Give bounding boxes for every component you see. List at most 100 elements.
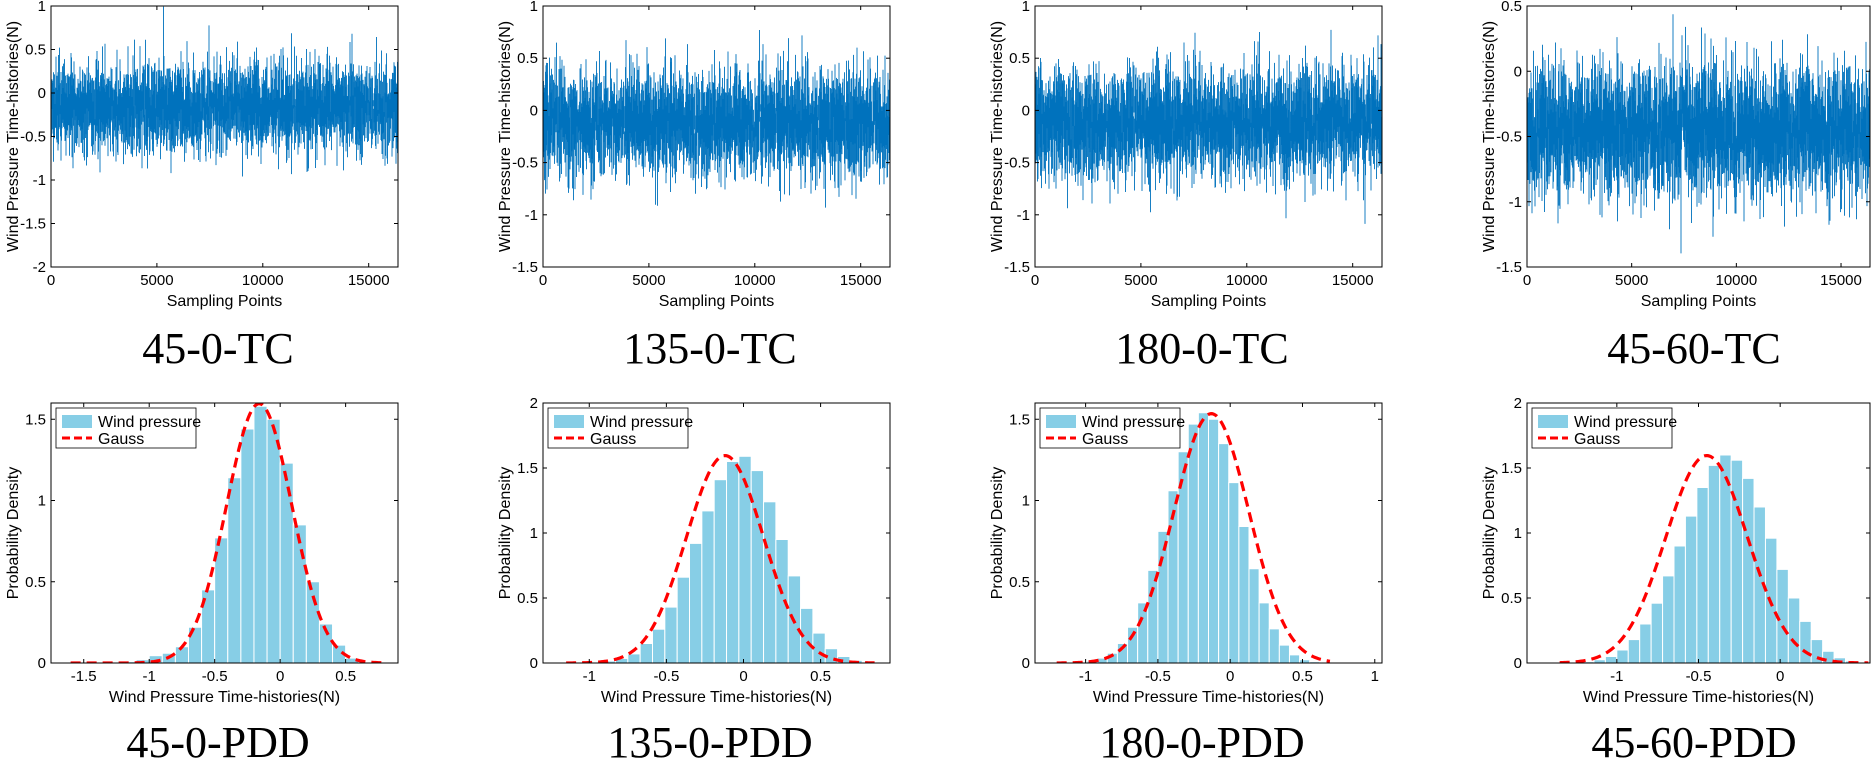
x-axis-label: Wind Pressure Time-histories(N) [601,689,832,706]
x-tick-label: 0 [1776,668,1784,685]
x-tick-label: -1 [143,668,156,685]
histogram-bar [1684,515,1698,663]
legend-label-gauss: Gauss [98,431,144,448]
histogram-bar [1187,423,1199,663]
histogram-bar [1238,526,1250,663]
y-tick-label: 0.5 [1009,50,1030,67]
panel-caption: 45-0-PDD [126,718,309,762]
x-tick-label: 0 [1031,272,1039,289]
histogram-bar [1639,623,1652,663]
x-tick-label: 0.5 [335,668,356,685]
y-tick-label: 1.5 [1501,460,1522,477]
histogram-bar [1147,569,1159,663]
y-tick-label: 1 [1022,0,1030,15]
axes-frame [542,5,891,268]
x-tick-label: 10000 [1715,272,1757,289]
y-tick-label: -0.5 [512,155,538,172]
histogram-bar [227,477,242,663]
histogram-bar [763,501,777,663]
axes-frame [1034,402,1383,664]
y-tick-label: 0.5 [517,50,538,67]
legend-label-wind-pressure: Wind pressure [1574,414,1677,431]
histogram-bar [1662,575,1675,663]
y-tick-label: -1.5 [1004,259,1030,276]
histogram-bar [240,428,255,663]
histogram-bar [1730,459,1744,663]
panel-caption: 180-0-TC [1115,324,1289,373]
x-tick-label: -1.5 [71,668,97,685]
y-tick-label: 1.5 [517,460,538,477]
x-tick-label: 0 [1523,272,1531,289]
time-history-series [51,6,398,177]
panel-tc1: 0 5000 10000 15000 -2 -1.5 -1 -0.5 0 0.5 1 Sampling… [5,0,399,373]
panel-caption: 45-60-PDD [1591,718,1796,762]
panel-tc2: 0 5000 10000 15000 -1.5 -1 -0.5 0 0.5 1 Sampling P… [497,0,891,373]
y-tick-label: 1.5 [25,411,46,428]
y-tick-label: 1 [38,493,46,510]
histogram-bar [1787,597,1801,663]
y-tick-label: 0 [530,655,538,672]
y-tick-label: 1 [530,525,538,542]
y-tick-label: -0.5 [20,129,46,146]
histogram-bar [1696,487,1709,663]
histogram-bar [1228,482,1240,663]
x-tick-label: 15000 [840,272,882,289]
x-tick-label: -0.5 [202,668,228,685]
x-tick-label: 0 [739,668,747,685]
histogram-bar [1627,639,1641,663]
panel-caption: 135-0-TC [623,324,797,373]
legend-label-wind-pressure: Wind pressure [1082,414,1185,431]
time-history-series [1035,29,1382,224]
x-tick-label: 10000 [734,272,776,289]
histogram-bar [1218,443,1230,663]
y-tick-label: -1 [33,172,46,189]
histogram-bar [812,632,826,663]
x-tick-label: 0 [1226,668,1234,685]
histogram-bar [664,606,678,663]
gauss-curve [1056,412,1331,663]
x-tick-label: 0.5 [1292,668,1313,685]
x-tick-label: 5000 [1615,272,1648,289]
x-tick-label: -1 [1079,668,1092,685]
legend-label-wind-pressure: Wind pressure [98,414,201,431]
y-axis-label: Wind Pressure Time-histories(N) [497,21,514,252]
x-axis-label: Sampling Points [167,293,283,310]
time-history-series [1527,14,1870,254]
histogram-bar [689,542,703,663]
x-tick-label: -0.5 [1686,668,1712,685]
x-tick-label: 0 [276,668,284,685]
x-tick-label: 1 [1371,668,1379,685]
y-tick-label: 0 [38,85,46,102]
y-tick-label: 1 [1022,493,1030,510]
y-tick-label: 0 [1022,655,1030,672]
x-tick-label: 5000 [632,272,665,289]
panel-caption: 180-0-PDD [1099,718,1304,762]
x-tick-label: 15000 [1820,272,1862,289]
x-tick-label: -1 [583,668,596,685]
y-tick-label: 0.5 [25,42,46,59]
legend-label-gauss: Gauss [590,431,636,448]
legend-label-gauss: Gauss [1574,431,1620,448]
y-tick-label: 0.5 [1501,0,1522,15]
histogram-bar [1604,656,1618,663]
x-tick-label: 5000 [140,272,173,289]
x-axis-label: Sampling Points [1641,293,1757,310]
y-tick-label: 0 [38,655,46,672]
x-tick-label: 10000 [1226,272,1268,289]
y-axis-label: Wind Pressure Time-histories(N) [989,21,1006,252]
y-tick-label: 0 [1022,102,1030,119]
histogram-bar [1719,454,1732,663]
gauss-curve [566,453,875,663]
y-tick-label: 1.5 [1009,411,1030,428]
y-tick-label: -2 [33,259,46,276]
panel-tc3: 0 5000 10000 15000 -1.5 -1 -0.5 0 0.5 1 Sampling P… [989,0,1383,373]
y-tick-label: -1.5 [1496,259,1522,276]
y-tick-label: 0.5 [25,574,46,591]
y-axis-label: Probability Density [497,467,514,600]
y-tick-label: 0.5 [1009,574,1030,591]
y-tick-label: 1 [530,0,538,15]
y-axis-label: Wind Pressure Time-histories(N) [5,21,22,252]
histogram-bar [279,462,294,663]
